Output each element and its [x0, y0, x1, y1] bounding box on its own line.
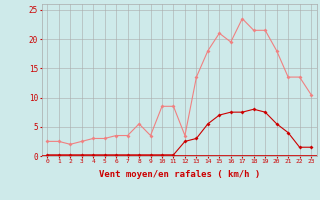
X-axis label: Vent moyen/en rafales ( km/h ): Vent moyen/en rafales ( km/h ): [99, 170, 260, 179]
